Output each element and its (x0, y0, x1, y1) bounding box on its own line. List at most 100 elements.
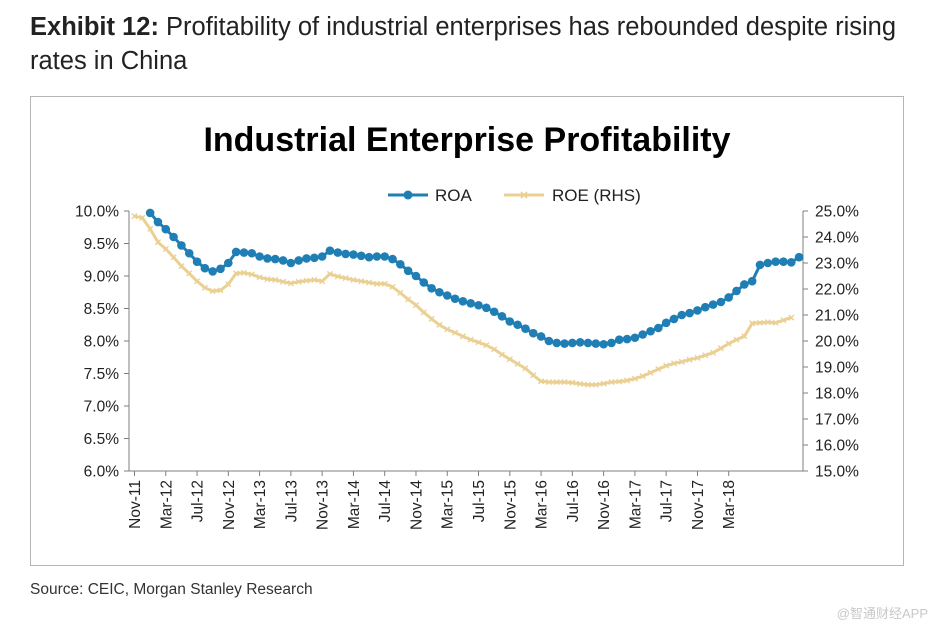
exhibit-heading: Exhibit 12: Profitability of industrial … (30, 10, 910, 78)
roa-data-point (685, 308, 694, 318)
roe-data-point (491, 346, 498, 353)
roe-data-point (514, 360, 521, 367)
left-tick-label: 7.5% (84, 366, 120, 383)
roa-data-point (200, 263, 210, 273)
roa-data-point (700, 302, 710, 312)
roe-data-point (350, 276, 357, 283)
roa-data-point (466, 299, 476, 308)
roe-data-point (717, 345, 724, 352)
left-tick-label: 8.5% (84, 301, 120, 318)
roa-data-point (442, 291, 452, 300)
roa-data-point (607, 338, 616, 348)
roe-data-point (193, 278, 201, 285)
exhibit-label: Exhibit 12: (30, 13, 159, 41)
roe-data-point (631, 375, 638, 382)
left-tick-label: 9.5% (84, 236, 120, 253)
roa-data-point (364, 252, 374, 262)
roe-data-point (201, 284, 208, 291)
roe-data-point (147, 225, 154, 233)
roe-data-point (209, 287, 216, 295)
x-tick-label: Mar-16 (534, 480, 551, 529)
roa-data-point (380, 252, 389, 261)
x-tick-label: Mar-14 (346, 480, 363, 529)
roe-data-point (530, 372, 537, 379)
roa-data-point (794, 252, 804, 262)
roe-data-point (420, 309, 427, 316)
x-tick-label: Mar-18 (721, 480, 738, 529)
roe-data-point (444, 326, 451, 333)
roa-data-point (505, 317, 515, 326)
series-line-roa (148, 211, 800, 346)
roe-data-point (162, 245, 169, 253)
roa-data-point (568, 338, 577, 348)
right-tick-label: 18.0% (815, 386, 859, 403)
roe-data-point (319, 278, 326, 285)
roa-data-point (192, 257, 202, 266)
roe-data-point (256, 274, 263, 281)
left-tick-label: 7.0% (84, 399, 120, 416)
x-tick-label: Jul-14 (377, 480, 394, 523)
roa-data-point (450, 294, 460, 304)
watermark: @智通财经APP (836, 606, 928, 621)
roa-data-point (497, 312, 507, 321)
roe-data-point (647, 369, 654, 376)
x-tick-label: Jul-13 (283, 480, 300, 522)
roe-data-point (655, 365, 662, 373)
roe-data-point (170, 254, 177, 261)
roa-data-point (654, 323, 663, 333)
roe-data-point (334, 273, 341, 280)
legend-roe-label: ROE (RHS) (552, 186, 641, 205)
roe-data-point (186, 270, 193, 277)
roe-data-point (561, 378, 568, 386)
roe-data-point (154, 239, 162, 246)
x-tick-label: Mar-13 (252, 480, 269, 529)
roe-data-point (451, 329, 459, 336)
roe-data-point (694, 354, 701, 361)
roe-data-point (733, 336, 740, 343)
roe-data-point (131, 213, 138, 220)
roe-data-point (553, 378, 560, 386)
legend-roa-swatch-marker (403, 190, 413, 200)
roa-data-point (482, 303, 491, 313)
roa-data-point (325, 246, 335, 255)
roe-data-point (178, 263, 185, 270)
roe-data-point (248, 271, 255, 278)
roa-data-point (224, 258, 233, 268)
roe-data-point (584, 381, 592, 388)
right-tick-label: 20.0% (815, 334, 859, 351)
roa-data-point (583, 338, 593, 348)
roa-data-point (575, 338, 585, 347)
roa-data-point (255, 252, 264, 261)
roa-data-point (591, 339, 601, 348)
roa-data-point (216, 264, 225, 274)
roe-data-point (225, 281, 232, 288)
roe-data-point (569, 379, 576, 386)
roa-data-point (552, 338, 562, 348)
roe-data-point (428, 315, 435, 322)
x-tick-label: Nov-12 (221, 480, 238, 530)
legend-roa-label: ROA (435, 186, 473, 205)
roe-data-point (780, 317, 787, 324)
roe-data-point (233, 270, 240, 277)
x-tick-label: Nov-13 (315, 480, 332, 530)
roe-data-point (405, 296, 412, 303)
roe-data-point (725, 340, 732, 347)
legend-roe-swatch-marker (520, 191, 528, 199)
roa-data-point (528, 328, 538, 338)
roe-data-point (264, 276, 271, 283)
x-tick-label: Nov-15 (502, 480, 519, 530)
roa-data-point (599, 339, 608, 349)
roa-data-point (708, 300, 718, 309)
right-tick-label: 16.0% (815, 438, 859, 455)
exhibit-title: Profitability of industrial enterprises … (30, 13, 897, 75)
roe-data-point (678, 358, 685, 365)
roe-data-point (217, 287, 224, 294)
x-tick-label: Jul-12 (190, 480, 207, 522)
roe-data-point (756, 319, 764, 326)
roe-data-point (279, 278, 287, 285)
x-tick-label: Nov-11 (127, 480, 144, 529)
roa-data-point (161, 224, 171, 234)
roe-data-point (749, 320, 756, 327)
roa-data-point (677, 310, 687, 320)
roe-data-point (365, 279, 373, 286)
